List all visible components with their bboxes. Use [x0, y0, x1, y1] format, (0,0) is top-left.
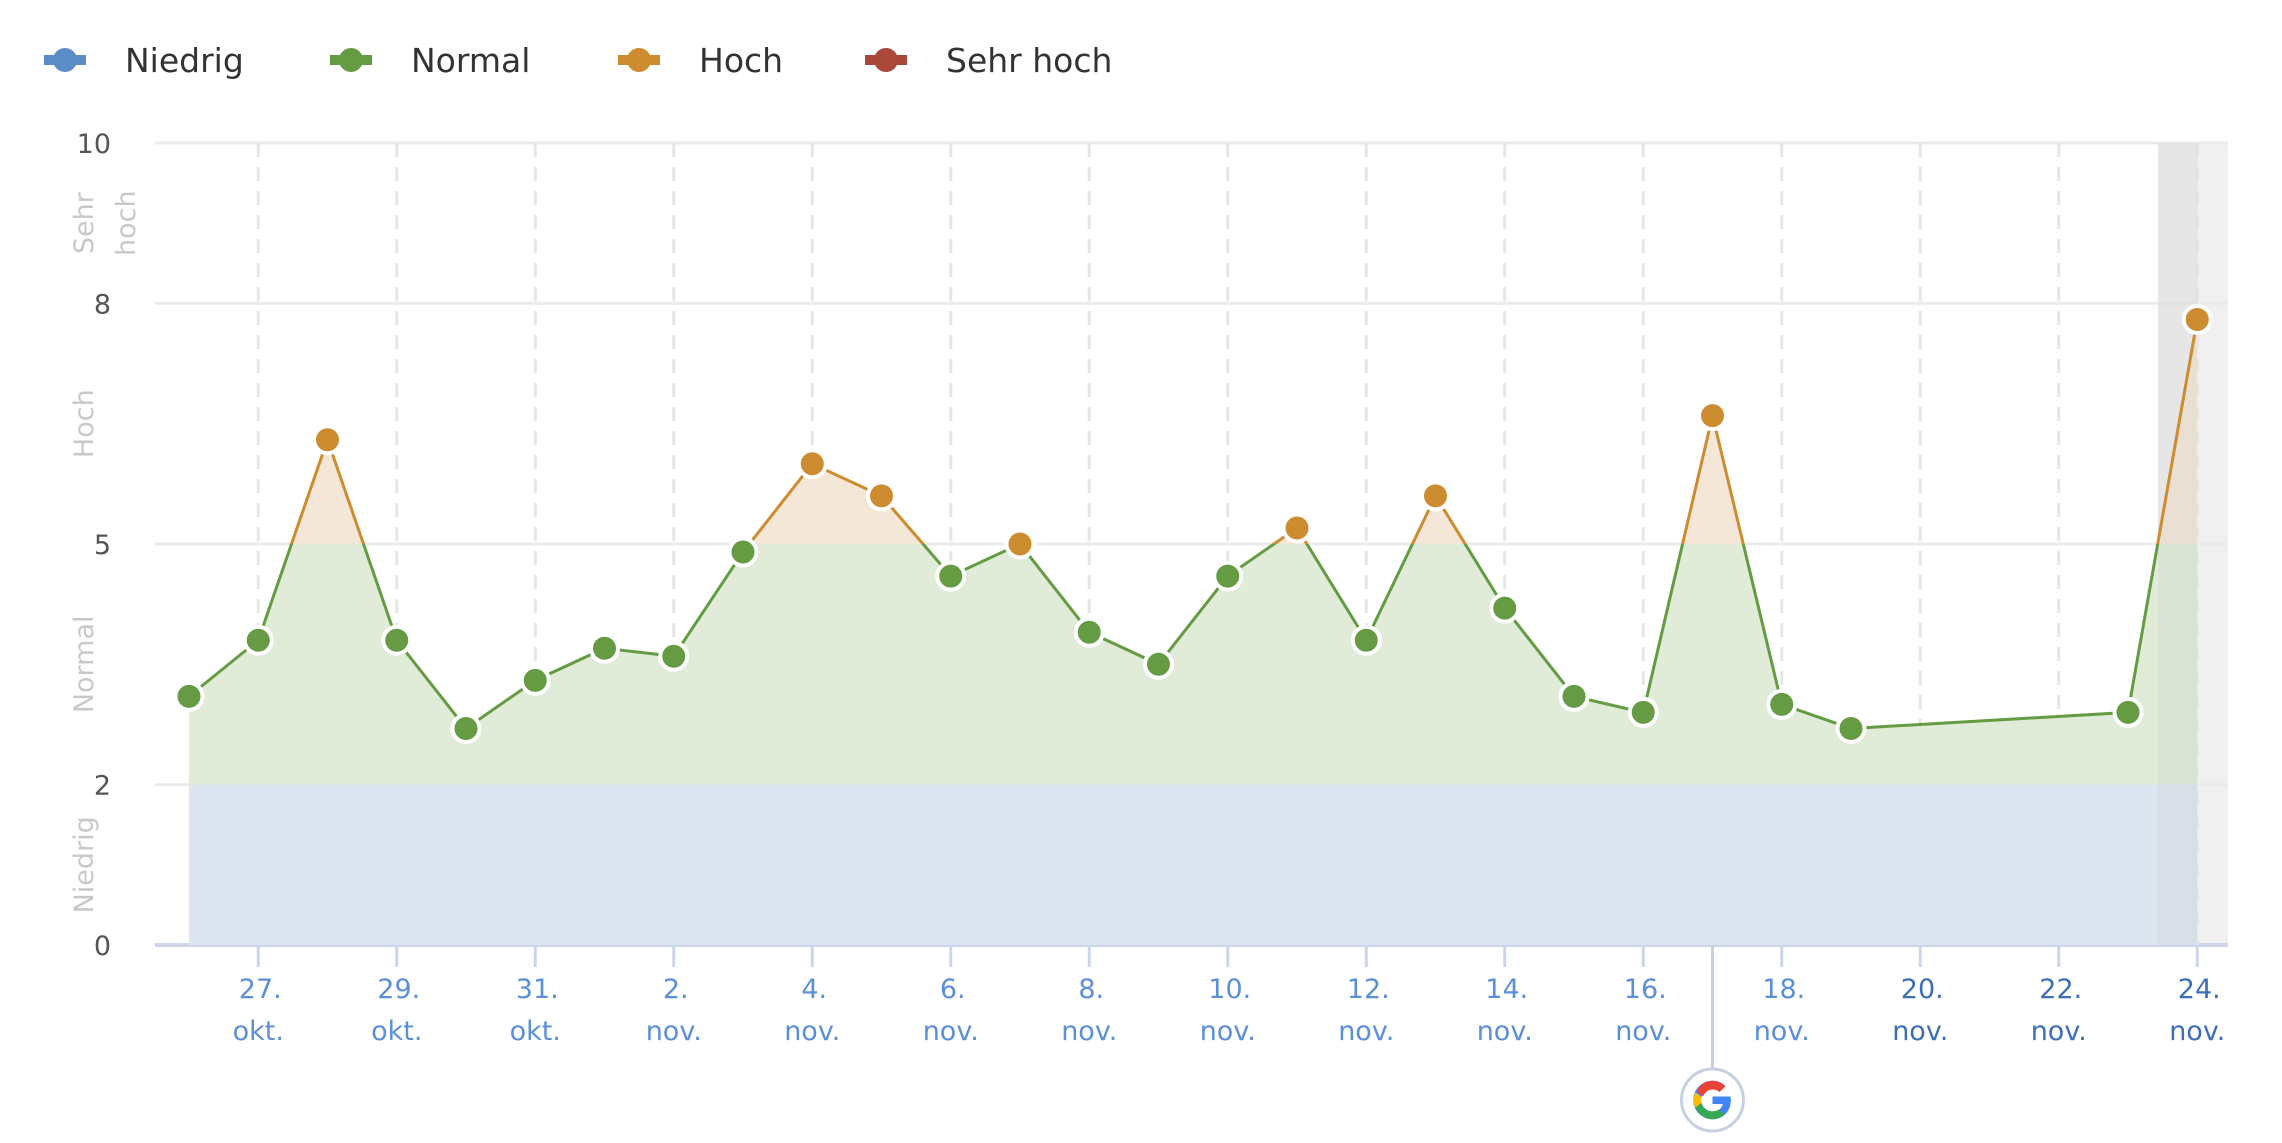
- x-tick-label[interactable]: nov.: [1615, 1016, 1671, 1047]
- google-update-marker[interactable]: [1680, 945, 1745, 1133]
- x-tick-label[interactable]: 2.: [663, 974, 689, 1005]
- google-g-yellow: [1693, 1092, 1702, 1108]
- y-tick-label: 5: [94, 530, 111, 561]
- x-tick-label[interactable]: nov.: [1200, 1016, 1256, 1047]
- data-point[interactable]: [1073, 616, 1105, 648]
- legend-marker-icon: [44, 48, 86, 72]
- area-fill: [189, 143, 2198, 945]
- data-point[interactable]: [1004, 528, 1036, 560]
- data-point[interactable]: [2112, 696, 2144, 728]
- y-tick-label: 10: [77, 129, 111, 160]
- data-point[interactable]: [866, 480, 897, 512]
- x-tick-label[interactable]: nov.: [1892, 1016, 1948, 1047]
- google-g-icon: [1693, 1080, 1731, 1120]
- x-tick-label[interactable]: 27.: [239, 974, 282, 1005]
- x-tick-label[interactable]: 22.: [2039, 974, 2082, 1005]
- x-tick-label[interactable]: 31.: [516, 974, 559, 1005]
- y-band-label: Sehr: [69, 191, 100, 254]
- data-point[interactable]: [1212, 560, 1244, 592]
- data-point[interactable]: [1420, 480, 1451, 512]
- data-point[interactable]: [1627, 696, 1659, 728]
- normal-area: [189, 544, 2198, 785]
- hoch-area: [291, 319, 2198, 544]
- x-tick-label[interactable]: nov.: [1754, 1016, 1810, 1047]
- x-tick-label[interactable]: nov.: [1061, 1016, 1117, 1047]
- y-band-label: hoch: [111, 190, 142, 256]
- data-point[interactable]: [658, 640, 690, 672]
- y-band-label: Niedrig: [69, 816, 100, 913]
- data-point[interactable]: [1558, 680, 1590, 712]
- data-point[interactable]: [796, 448, 828, 480]
- x-tick-label[interactable]: 16.: [1624, 974, 1667, 1005]
- highlight-overlay: [2158, 143, 2198, 945]
- legend-item-niedrig[interactable]: Niedrig: [44, 30, 244, 90]
- x-tick-label[interactable]: 14.: [1485, 974, 1528, 1005]
- legend-item-sehr-hoch[interactable]: Sehr hoch: [865, 30, 1112, 90]
- y-tick-label: 2: [94, 771, 111, 802]
- legend-label: Hoch: [699, 40, 784, 80]
- legend-item-normal[interactable]: Normal: [330, 30, 530, 90]
- legend-marker-icon: [330, 48, 372, 72]
- x-tick-label[interactable]: 29.: [377, 974, 420, 1005]
- x-tick-label[interactable]: 12.: [1347, 974, 1390, 1005]
- x-tick-label[interactable]: nov.: [646, 1016, 702, 1047]
- legend-label: Niedrig: [125, 40, 244, 80]
- x-tick-label[interactable]: nov.: [923, 1016, 979, 1047]
- data-point[interactable]: [1350, 624, 1382, 656]
- data-point[interactable]: [1143, 648, 1174, 680]
- niedrig-band: [189, 784, 2198, 945]
- x-tick-label[interactable]: nov.: [1477, 1016, 1533, 1047]
- data-point[interactable]: [242, 624, 274, 656]
- data-point[interactable]: [519, 664, 551, 696]
- data-point[interactable]: [1766, 688, 1798, 720]
- x-tick-label[interactable]: 8.: [1078, 974, 1104, 1005]
- x-tick-label[interactable]: 4.: [801, 974, 827, 1005]
- legend-label: Normal: [411, 40, 531, 80]
- legend-marker-icon: [618, 48, 660, 72]
- legend-label: Sehr hoch: [946, 40, 1113, 80]
- x-tick-label[interactable]: 24.: [2178, 974, 2221, 1005]
- y-axis: 0 2 5 8 10 Niedrig Normal Hoch Sehr hoch: [69, 129, 142, 962]
- x-tick-label[interactable]: nov.: [2169, 1016, 2225, 1047]
- data-points: [173, 303, 2213, 744]
- legend-marker-icon: [865, 48, 907, 72]
- google-g-green: [1695, 1102, 1725, 1120]
- data-point[interactable]: [381, 624, 413, 656]
- data-point[interactable]: [1835, 712, 1867, 744]
- y-tick-label: 0: [94, 931, 111, 962]
- data-point[interactable]: [1697, 400, 1728, 432]
- x-tick-label[interactable]: nov.: [1338, 1016, 1394, 1047]
- legend-item-hoch[interactable]: Hoch: [618, 30, 783, 90]
- y-band-label: Normal: [69, 615, 100, 713]
- data-point[interactable]: [1489, 592, 1521, 624]
- y-band-label: Hoch: [69, 389, 100, 458]
- x-tick-label[interactable]: 18.: [1762, 974, 1805, 1005]
- x-tick-label[interactable]: 10.: [1208, 974, 1251, 1005]
- data-point[interactable]: [312, 424, 343, 456]
- data-point[interactable]: [173, 680, 205, 712]
- x-tick-label[interactable]: okt.: [233, 1016, 284, 1047]
- y-tick-label: 8: [94, 289, 111, 320]
- data-point[interactable]: [589, 632, 620, 664]
- data-point[interactable]: [2181, 303, 2213, 335]
- hoch-line: [289, 319, 2199, 544]
- x-tick-label[interactable]: nov.: [784, 1016, 840, 1047]
- data-point[interactable]: [450, 712, 482, 744]
- data-point[interactable]: [935, 560, 967, 592]
- x-tick-label[interactable]: okt.: [510, 1016, 561, 1047]
- data-point[interactable]: [727, 536, 759, 568]
- legend: Niedrig Normal Hoch Sehr hoch: [0, 30, 1200, 90]
- x-tick-label[interactable]: okt.: [371, 1016, 422, 1047]
- google-g-red: [1697, 1080, 1726, 1097]
- data-point[interactable]: [1281, 512, 1313, 544]
- x-tick-label[interactable]: 6.: [940, 974, 966, 1005]
- x-tick-label[interactable]: nov.: [2031, 1016, 2087, 1047]
- x-tick-label[interactable]: 20.: [1901, 974, 1944, 1005]
- x-axis: 27. okt. 29. okt. 31. okt. 2. nov. 4. nov. 6. nov. 8…: [233, 945, 2225, 1047]
